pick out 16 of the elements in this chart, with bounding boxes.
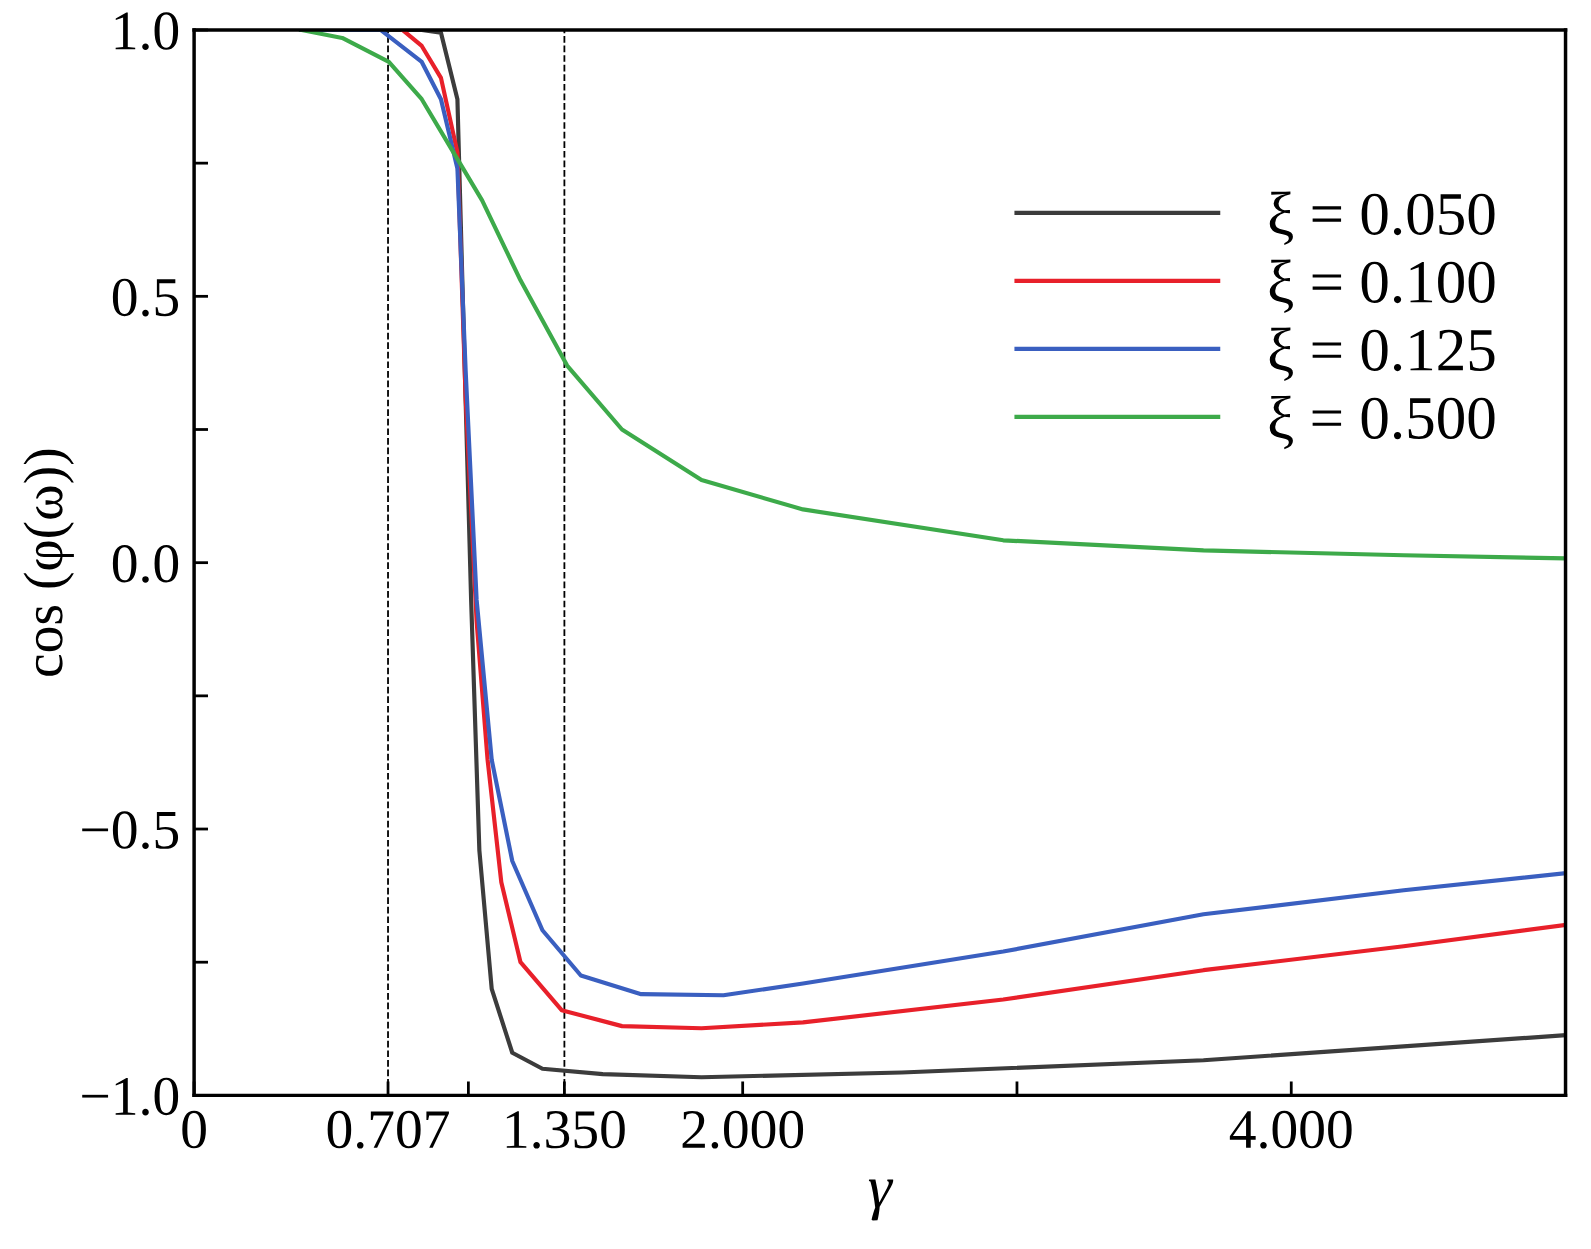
y-tick-label: −0.5: [82, 811, 179, 850]
y-tick-label: −1.0: [82, 1077, 179, 1116]
legend-label: ξ = 0.125: [1269, 327, 1495, 382]
x-tick-label: 4.000: [1229, 1110, 1352, 1149]
y-tick-label: 0.0: [112, 545, 179, 583]
x-tick-label: 0.707: [327, 1110, 449, 1149]
y-tick-label: 0.5: [112, 278, 179, 317]
x-tick-label: 1.350: [506, 1110, 625, 1149]
legend-label: ξ = 0.100: [1269, 259, 1495, 314]
x-axis-title: γ: [868, 1179, 894, 1221]
y-tick-label: 1.0: [115, 12, 179, 51]
x-tick-label: 2.000: [682, 1110, 804, 1149]
legend-label: ξ = 0.050: [1269, 191, 1495, 246]
y-axis-title: cos (φ(ω)): [23, 449, 74, 676]
x-tick-label: 0: [182, 1110, 206, 1149]
legend-label: ξ = 0.500: [1269, 395, 1495, 450]
